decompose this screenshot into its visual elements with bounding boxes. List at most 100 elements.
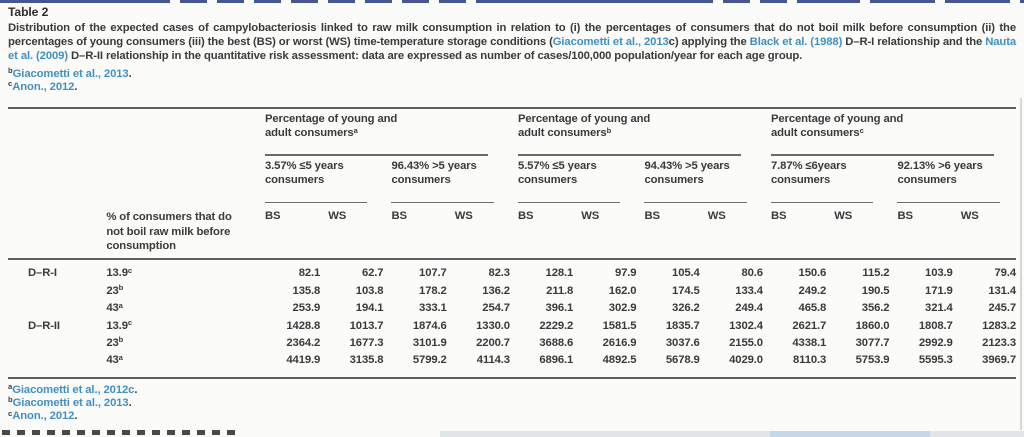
row-group-label	[8, 283, 98, 300]
footnote-period: .	[74, 81, 78, 94]
data-cell: 1013.7	[349, 319, 384, 332]
data-cell: 136.2	[482, 284, 510, 297]
citation-link-giacometti-2012c[interactable]: Giacometti et al., 2012c	[12, 383, 135, 396]
col-header-bs: BS	[383, 203, 447, 261]
data-cell: 5595.3	[889, 352, 953, 379]
data-cell: 2229.2	[539, 319, 574, 332]
table-row: 43a 4419.9 3135.8 5799.2 4114.3 6896.1 4…	[8, 352, 1016, 379]
table-caption: Distribution of the expected cases of ca…	[8, 22, 1016, 64]
subgroup-adult-b: 94.43% >5 years consumers	[636, 156, 763, 204]
col-header-bs: BS	[509, 203, 574, 261]
data-cell: 2200.7	[476, 336, 510, 349]
caption-footnote-c: cAnon., 2012.	[8, 79, 1016, 94]
col-header-bs: BS	[762, 203, 827, 261]
data-cell: 4338.1	[792, 336, 827, 349]
clipped-band-highlight	[770, 431, 930, 437]
citation-link-nauta-2009[interactable]: Nauta et al. (2009)	[8, 35, 1017, 62]
stub-column-header: % of consumers that do not boil raw milk…	[98, 203, 257, 261]
empty-header-cell	[8, 107, 99, 157]
data-cell: 3101.9	[412, 336, 447, 349]
data-cell: 103.9	[925, 267, 953, 280]
data-cell: 80.6	[741, 267, 763, 280]
data-table: Percentage of young and adult consumersa…	[8, 107, 1016, 379]
top-edge-gap	[429, 0, 439, 3]
footnote-period: .	[128, 67, 132, 80]
pct-cell: 13.9c	[106, 265, 133, 280]
top-edge-gap	[207, 0, 217, 3]
empty-header-cell	[98, 156, 257, 203]
data-cell: 211.8	[546, 284, 574, 297]
group-footnote-marker: c	[859, 125, 864, 135]
data-cell: 1835.7	[665, 319, 700, 332]
top-edge-gap	[244, 0, 254, 3]
data-cell: 3135.8	[320, 352, 384, 379]
footnote-marker: b	[118, 335, 124, 345]
data-cell: 465.8	[798, 302, 827, 315]
data-cell: 3969.7	[952, 352, 1016, 379]
data-cell: 326.2	[672, 302, 700, 315]
data-cell: 4029.0	[699, 352, 763, 379]
table-row: D–R-I 13.9c 82.1 62.7 107.7 82.3 128.1 9…	[8, 259, 1016, 282]
column-group-a: Percentage of young and adult consumersa	[256, 107, 510, 157]
citation-link-anon-2012[interactable]: Anon., 2012	[12, 410, 75, 423]
top-edge-gap	[1010, 0, 1020, 3]
group-title: Percentage of young and adult consumers	[517, 113, 651, 140]
footnote-marker: c	[127, 265, 133, 275]
data-cell: 3037.6	[665, 336, 700, 349]
citation-link-giacometti-2013[interactable]: Giacometti et al., 2013	[552, 35, 669, 48]
data-cell: 1808.7	[918, 319, 953, 332]
data-cell: 1302.4	[729, 319, 763, 332]
pct-cell: 23b	[106, 283, 124, 297]
table-footnote-a: aGiacometti et al., 2012c.	[8, 382, 1016, 397]
data-cell: 82.1	[298, 267, 321, 280]
clipped-band	[440, 431, 1024, 437]
group-underline	[770, 154, 994, 157]
citation-link-giacometti-2013[interactable]: Giacometti et al., 2013	[12, 67, 129, 80]
top-edge-gap	[750, 0, 760, 3]
data-cell: 3077.7	[855, 336, 890, 349]
subgroup-header-row: 3.57% ≤5 years consumers 96.43% >5 years…	[8, 156, 1016, 204]
caption-text: c) applying the	[668, 35, 750, 48]
data-cell: 1874.6	[412, 319, 447, 332]
data-cell: 131.4	[988, 284, 1016, 297]
citation-link-giacometti-2013[interactable]: Giacometti et al., 2013	[12, 397, 129, 410]
data-cell: 2992.9	[918, 336, 953, 349]
data-cell: 5678.9	[636, 352, 700, 379]
data-cell: 3688.6	[539, 336, 574, 349]
subgroup-young-c: 7.87% ≤6years consumers	[763, 156, 890, 204]
row-group-label	[8, 352, 99, 379]
data-cell: 245.7	[988, 302, 1016, 315]
subgroup-adult-c: 92.13% >6 years consumers	[889, 156, 1016, 204]
subgroup-underline	[770, 202, 874, 204]
citation-link-anon-2012[interactable]: Anon., 2012	[12, 81, 75, 94]
column-group-c: Percentage of young and adult consumersc	[762, 107, 1016, 157]
bs-ws-header-row: % of consumers that do not boil raw milk…	[8, 203, 1016, 261]
data-cell: 8110.3	[762, 352, 826, 379]
data-cell: 249.4	[735, 302, 763, 315]
group-underline	[264, 154, 488, 157]
data-cell: 2155.0	[729, 336, 763, 349]
data-cell: 174.5	[672, 284, 700, 297]
citation-link-black-1988[interactable]: Black et al. (1988)	[749, 35, 843, 48]
pct-cell: 23b	[106, 335, 124, 349]
top-edge-gap	[355, 0, 365, 3]
data-cell: 5799.2	[383, 352, 447, 379]
data-cell: 1428.8	[286, 319, 321, 332]
data-cell: 302.9	[608, 302, 637, 315]
data-cell: 103.8	[355, 284, 384, 297]
footnote-marker: a	[8, 382, 13, 392]
pct-cell: 43a	[106, 300, 123, 315]
data-cell: 135.8	[292, 284, 321, 297]
data-cell: 5753.9	[826, 352, 890, 379]
data-cell: 2123.3	[982, 336, 1016, 349]
data-cell: 2621.7	[792, 319, 827, 332]
group-header-row: Percentage of young and adult consumersa…	[8, 107, 1016, 157]
row-group-label	[8, 335, 98, 352]
row-group-label: D–R-I	[28, 267, 57, 280]
footnote-marker: a	[118, 300, 123, 310]
footnote-marker: b	[118, 283, 124, 293]
data-cell: 178.2	[419, 284, 447, 297]
caption-text: D–R-I relationship and the	[842, 35, 986, 48]
footnote-marker: c	[127, 317, 133, 327]
top-edge-gap	[466, 0, 476, 3]
